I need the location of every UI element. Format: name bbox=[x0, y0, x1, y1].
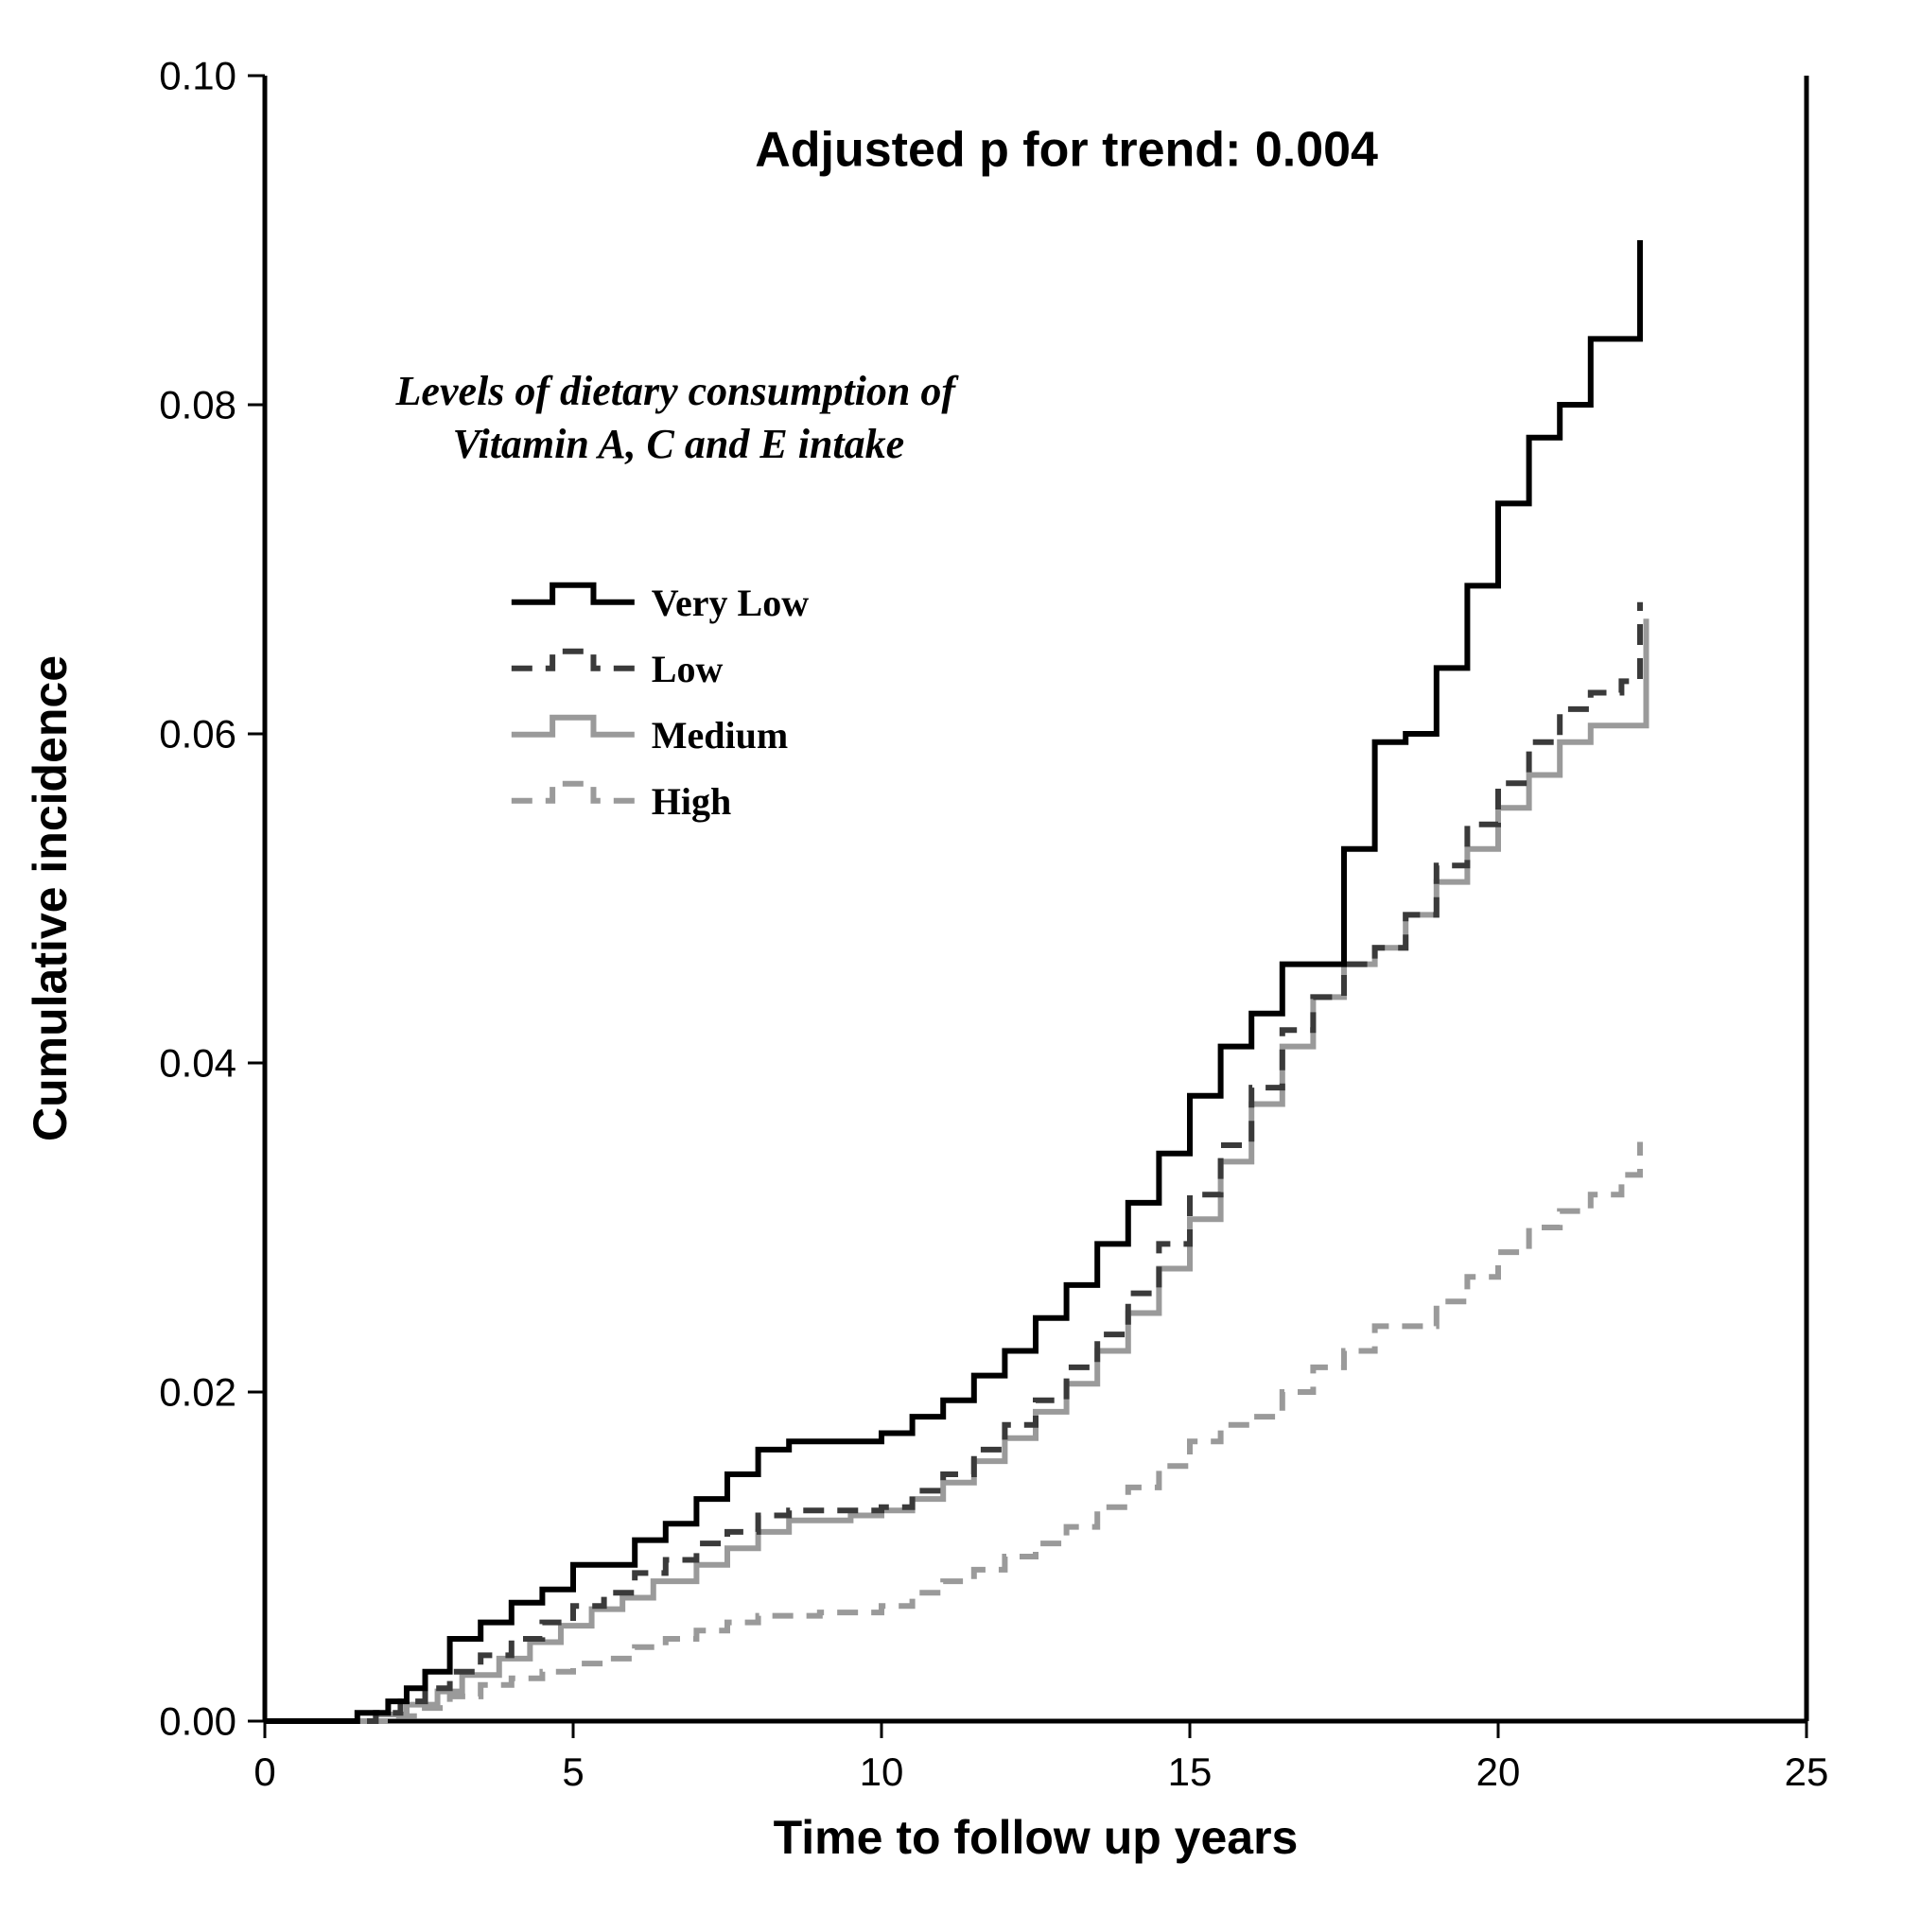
x-tick-label: 25 bbox=[1785, 1749, 1829, 1794]
y-axis-label: Cumulative incidence bbox=[24, 655, 77, 1141]
legend-title-line: Vitamin A, C and E intake bbox=[453, 421, 905, 467]
x-tick-label: 20 bbox=[1476, 1749, 1521, 1794]
y-tick-label: 0.00 bbox=[159, 1699, 236, 1744]
chart-background bbox=[0, 0, 1920, 1932]
x-tick-label: 5 bbox=[562, 1749, 584, 1794]
y-tick-label: 0.02 bbox=[159, 1370, 236, 1415]
chart-title: Adjusted p for trend: 0.004 bbox=[755, 123, 1378, 178]
chart-svg: 0 5 10 15 20 25 0.00 0.02 0.04 0.06 0.08 0.10 Time t… bbox=[0, 0, 1920, 1932]
legend-label: Medium bbox=[652, 714, 788, 757]
x-tick-label: 0 bbox=[253, 1749, 275, 1794]
legend-label: Low bbox=[652, 648, 724, 690]
x-tick-label: 15 bbox=[1168, 1749, 1213, 1794]
y-tick-label: 0.06 bbox=[159, 712, 236, 757]
legend-title-line: Levels of dietary consumption of bbox=[395, 368, 960, 414]
legend-label: High bbox=[652, 780, 731, 823]
y-tick-label: 0.04 bbox=[159, 1041, 236, 1086]
y-tick-label: 0.08 bbox=[159, 383, 236, 427]
x-axis-label: Time to follow up years bbox=[774, 1811, 1299, 1864]
x-tick-label: 10 bbox=[860, 1749, 904, 1794]
y-tick-label: 0.10 bbox=[159, 54, 236, 98]
chart-container: 0 5 10 15 20 25 0.00 0.02 0.04 0.06 0.08 0.10 Time t… bbox=[0, 0, 1920, 1932]
legend-label: Very Low bbox=[652, 582, 809, 624]
